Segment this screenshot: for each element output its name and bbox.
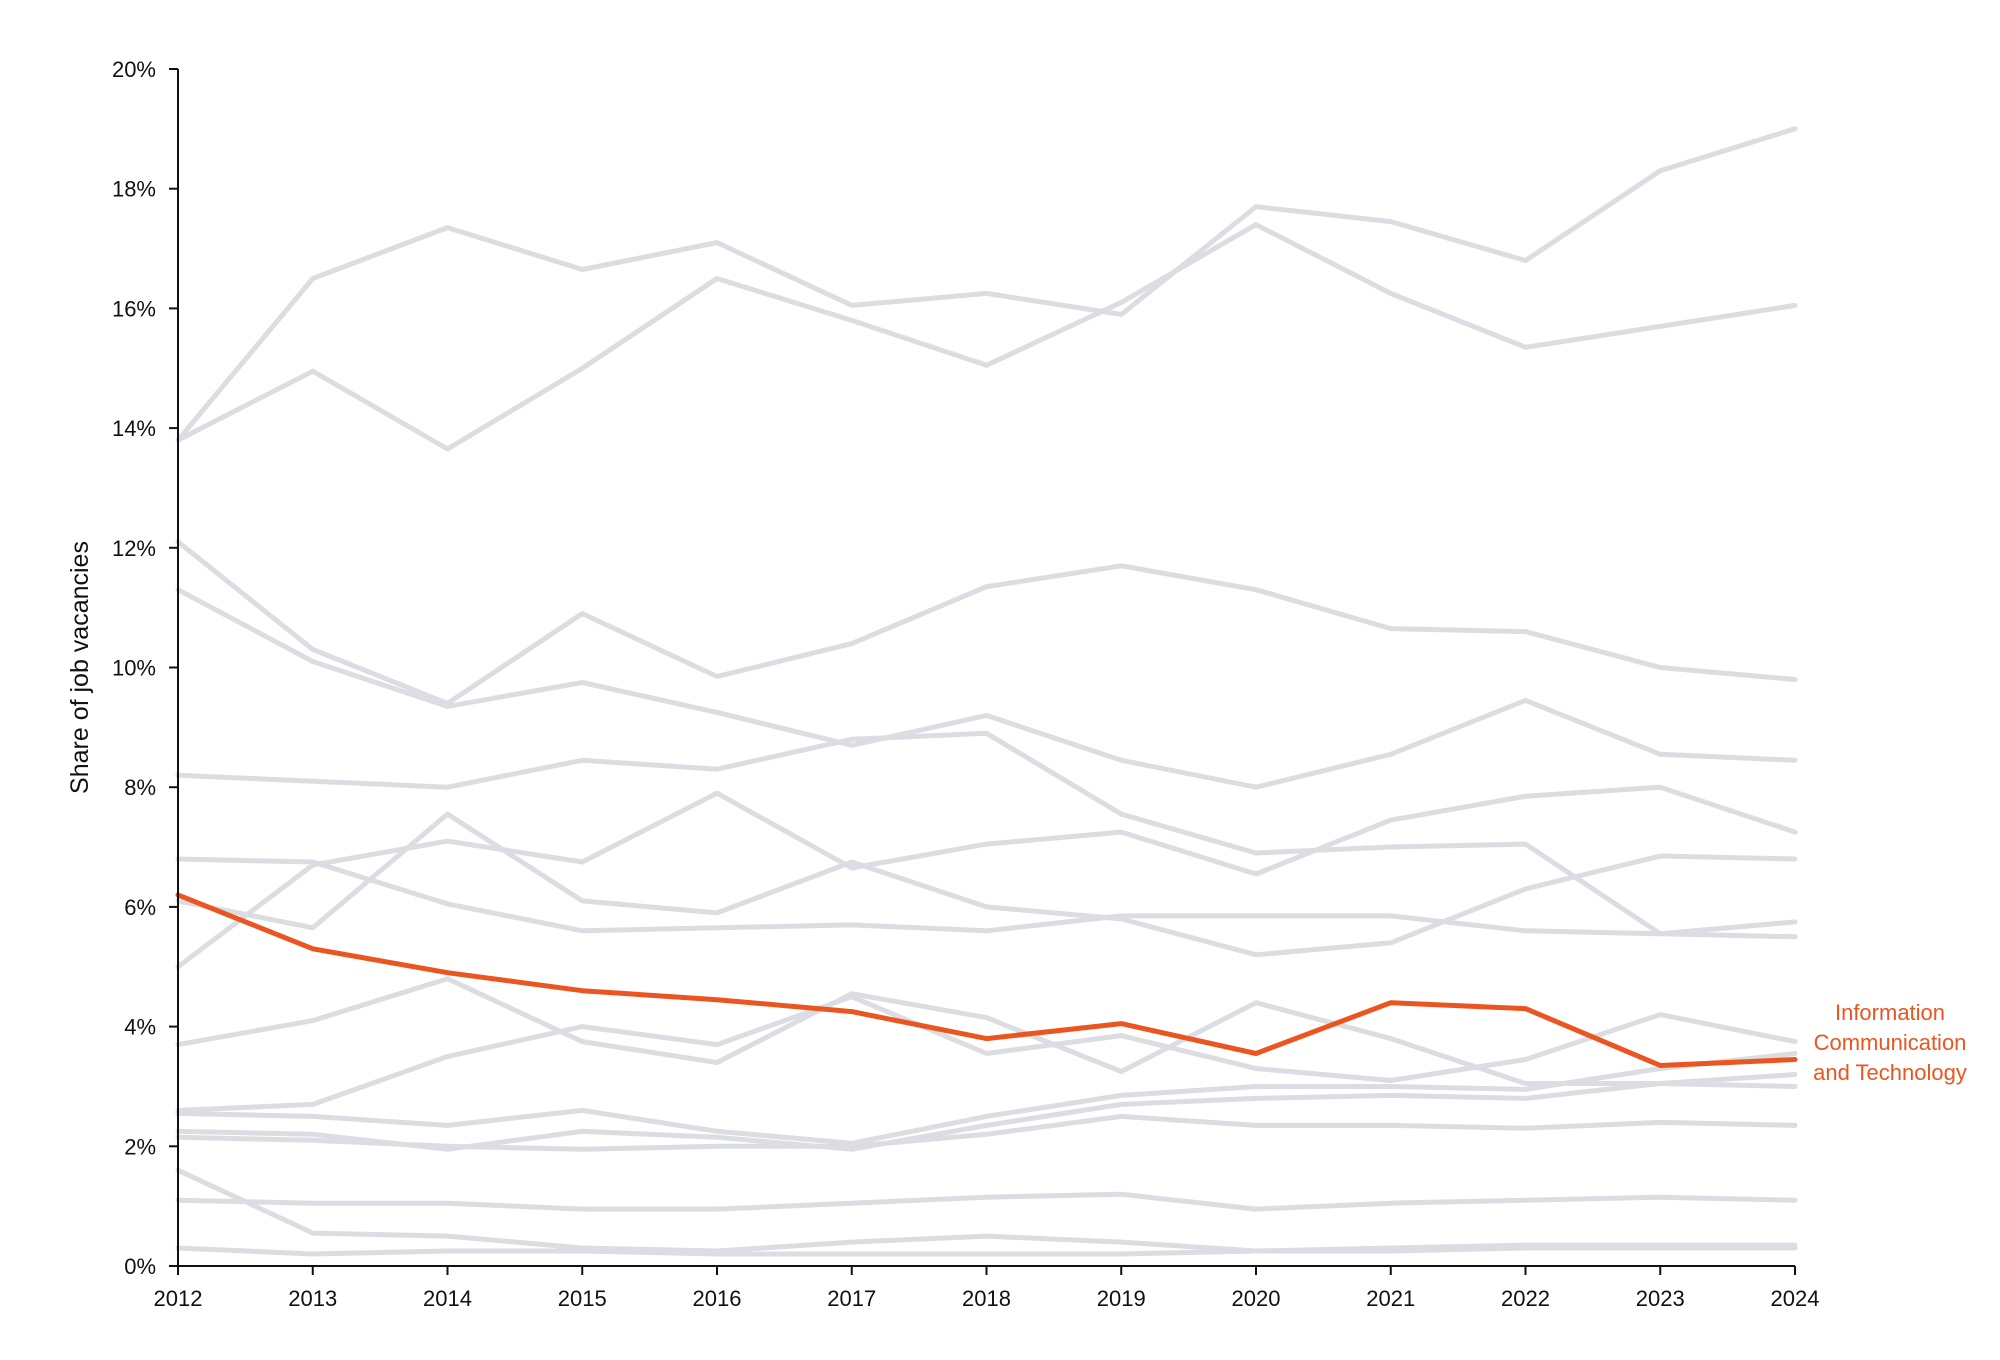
background-series-line: [175, 811, 1798, 958]
x-tick-label: 2017: [827, 1286, 876, 1311]
background-series-line: [175, 1191, 1798, 1212]
background-series-line: [175, 784, 1798, 970]
background-series-line: [175, 1051, 1798, 1146]
x-tick-label: 2012: [154, 1286, 203, 1311]
x-tick-label: 2023: [1636, 1286, 1685, 1311]
highlight-series-label: Information Communication and Technology: [1813, 1000, 1967, 1085]
highlight-label-line: Communication: [1814, 1030, 1967, 1055]
y-tick-label: 2%: [124, 1134, 156, 1159]
background-series-line: [175, 1113, 1798, 1152]
x-tick-label: 2021: [1366, 1286, 1415, 1311]
y-tick-label: 16%: [112, 296, 156, 321]
highlight-label-line: Information: [1835, 1000, 1945, 1025]
background-series-line: [175, 1072, 1798, 1152]
y-tick-label: 18%: [112, 177, 156, 202]
background-series-line: [175, 856, 1798, 940]
highlight-label-line: and Technology: [1813, 1060, 1967, 1085]
x-tick-label: 2020: [1232, 1286, 1281, 1311]
y-tick-label: 8%: [124, 775, 156, 800]
y-tick-label: 0%: [124, 1254, 156, 1279]
y-axis-title: Share of job vacancies: [66, 541, 94, 794]
background-series-line: [175, 730, 1798, 937]
background-series-line: [175, 126, 1798, 443]
highlight-series-group: [175, 892, 1798, 1068]
y-tick-label: 20%: [112, 57, 156, 82]
x-tick-label: 2016: [693, 1286, 742, 1311]
x-tick-label: 2018: [962, 1286, 1011, 1311]
background-series-line: [175, 1167, 1798, 1254]
y-tick-label: 10%: [112, 656, 156, 681]
y-tick-label: 14%: [112, 416, 156, 441]
x-axis-ticks: 2012 2013 2014 2015 2016 2017 2018 2019 2020 2021…: [154, 1266, 1820, 1311]
background-series-line: [175, 222, 1798, 452]
background-series-line: [175, 587, 1798, 790]
background-series-line: [175, 994, 1798, 1113]
background-series-line: [175, 539, 1798, 706]
x-tick-label: 2022: [1501, 1286, 1550, 1311]
highlight-series-line: [175, 892, 1798, 1068]
y-tick-label: 12%: [112, 536, 156, 561]
y-tick-label: 4%: [124, 1015, 156, 1040]
x-tick-label: 2014: [423, 1286, 472, 1311]
x-tick-label: 2015: [558, 1286, 607, 1311]
y-axis-ticks: 0% 2% 4% 6% 8% 10% 12% 14% 16% 18% 20%: [112, 57, 178, 1279]
background-series-line: [175, 1245, 1798, 1257]
background-series-line: [175, 976, 1798, 1089]
x-tick-label: 2019: [1097, 1286, 1146, 1311]
y-tick-label: 6%: [124, 895, 156, 920]
background-series-group: [175, 126, 1798, 1257]
x-tick-label: 2013: [288, 1286, 337, 1311]
x-tick-label: 2024: [1771, 1286, 1820, 1311]
